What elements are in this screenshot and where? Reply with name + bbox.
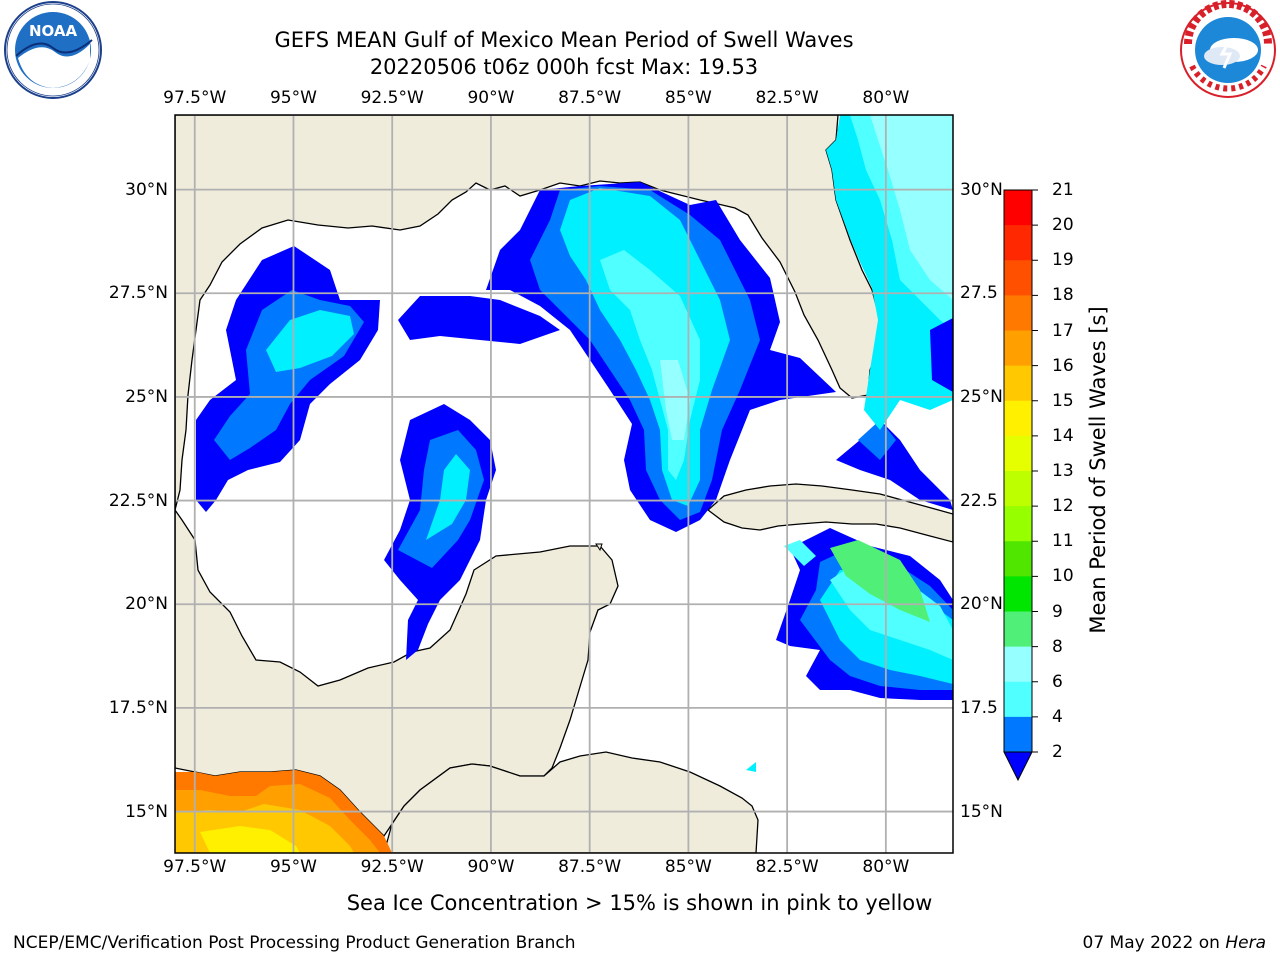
colorbar-level-label: 19 [1052, 250, 1074, 271]
lon-tick-top: 80°W [862, 88, 910, 108]
colorbar-segment [1004, 576, 1032, 612]
swell-contour-8_9 [870, 115, 953, 300]
lat-tick-right: 30°N [960, 179, 1003, 200]
lat-tick-left: 30°N [125, 179, 168, 200]
lon-tick-top: 90°W [467, 88, 515, 108]
colorbar-segment [1004, 260, 1032, 296]
colorbar-segment [1004, 611, 1032, 648]
lon-tick-top: 92.5°W [360, 88, 424, 108]
colorbar-level-label: 2 [1052, 742, 1063, 762]
colorbar-segment [1004, 400, 1032, 437]
lon-tick-bottom: 80°W [862, 857, 910, 877]
colorbar-level-label: 20 [1052, 215, 1074, 236]
colorbar-level-label: 15 [1052, 390, 1074, 411]
colorbar-extend-arrow [1003, 751, 1033, 782]
lat-tick-left: 25°N [125, 386, 168, 407]
colorbar-segment [1004, 330, 1032, 367]
swell-contour-lt2 [398, 296, 560, 344]
swell-contour-4_6 [746, 762, 756, 772]
colorbar-segment [1004, 295, 1032, 331]
footer-machine: Hera [1225, 933, 1266, 953]
colorbar-segment [1004, 365, 1032, 402]
colorbar-segment [1004, 471, 1032, 507]
colorbar-level-label: 9 [1052, 601, 1063, 622]
noaa-logo: NOAA [4, 1, 102, 99]
colorbar-segment [1004, 681, 1032, 718]
lon-tick-bottom: 95°W [269, 857, 317, 877]
lat-tick-left: 22.5°N [108, 490, 168, 511]
colorbar-level-label: 21 [1052, 180, 1074, 200]
colorbar-segment [1004, 190, 1032, 226]
lat-tick-right: 15°N [960, 801, 1003, 822]
chart-title: GEFS MEAN Gulf of Mexico Mean Period of … [274, 28, 854, 52]
lon-tick-bottom: 85°W [664, 857, 712, 877]
lat-tick-right: 22.5 [960, 490, 998, 511]
swell-contour-4_6 [426, 454, 470, 540]
colorbar-segment [1004, 716, 1032, 753]
swell-contour-8_9 [660, 360, 690, 440]
lon-tick-top: 95°W [269, 88, 317, 108]
colorbar-segment [1004, 225, 1032, 261]
gridlines [175, 115, 953, 853]
lon-tick-bottom: 92.5°W [360, 857, 424, 877]
swell-contour-9_10 [830, 540, 930, 622]
colorbar-level-label: 6 [1052, 671, 1063, 692]
swell-field [175, 115, 953, 853]
colorbar-segment [1004, 506, 1032, 542]
nws-logo [1180, 0, 1276, 98]
colorbar-level-label: 17 [1052, 320, 1074, 341]
lat-tick-right: 27.5 [960, 283, 998, 304]
swell-contour-lt2 [930, 318, 953, 392]
lon-tick-top: 85°W [664, 88, 712, 108]
lon-tick-top: 82.5°W [755, 88, 819, 108]
lon-tick-bottom: 82.5°W [755, 857, 819, 877]
lon-tick-top: 87.5°W [558, 88, 622, 108]
colorbar-level-label: 14 [1052, 425, 1074, 446]
lat-tick-left: 17.5°N [108, 697, 168, 718]
colorbar-level-label: 12 [1052, 496, 1074, 517]
land-central-america [383, 751, 759, 853]
lat-tick-right: 25°N [960, 386, 1003, 407]
footer-date: 07 May 2022 on Hera [1083, 933, 1267, 953]
footer-credit: NCEP/EMC/Verification Post Processing Pr… [13, 933, 576, 953]
caption: Sea Ice Concentration > 15% is shown in … [0, 891, 1280, 915]
colorbar-level-label: 16 [1052, 355, 1074, 376]
swell-contour-14_15 [200, 826, 300, 853]
colorbar-segment [1004, 541, 1032, 577]
lon-tick-bottom: 97.5°W [163, 857, 227, 877]
lat-tick-right: 17.5 [960, 697, 998, 718]
colorbar-level-label: 13 [1052, 461, 1074, 481]
svg-text:NOAA: NOAA [29, 22, 78, 40]
colorbar-level-label: 18 [1052, 285, 1074, 306]
map-frame [174, 114, 954, 854]
chart-subtitle: 20220506 t06z 000h fcst Max: 19.53 [369, 55, 759, 79]
caption-text: Sea Ice Concentration > 15% is shown in … [346, 891, 933, 915]
colorbar-level-label: 8 [1052, 636, 1063, 657]
lon-tick-bottom: 90°W [467, 857, 515, 877]
lat-tick-left: 27.5°N [108, 283, 168, 304]
colorbar-segment [1004, 646, 1032, 683]
lat-tick-left: 20°N [125, 594, 168, 615]
colorbar-level-label: 10 [1052, 566, 1074, 587]
colorbar-level-label: 4 [1052, 706, 1063, 727]
colorbar-level-label: 11 [1052, 531, 1074, 552]
footer-date-text: 07 May 2022 on [1082, 933, 1220, 953]
lat-tick-left: 15°N [125, 801, 168, 822]
swell-contour-6_8 [784, 540, 816, 566]
colorbar-label: Mean Period of Swell Waves [s] [1086, 306, 1110, 634]
land-isla-mujeres [595, 543, 603, 552]
lon-tick-top: 97.5°W [163, 88, 227, 108]
lat-tick-right: 20°N [960, 594, 1003, 615]
swell-contour-4_6 [266, 310, 354, 372]
lon-tick-bottom: 87.5°W [558, 857, 622, 877]
colorbar-segment [1004, 435, 1032, 472]
